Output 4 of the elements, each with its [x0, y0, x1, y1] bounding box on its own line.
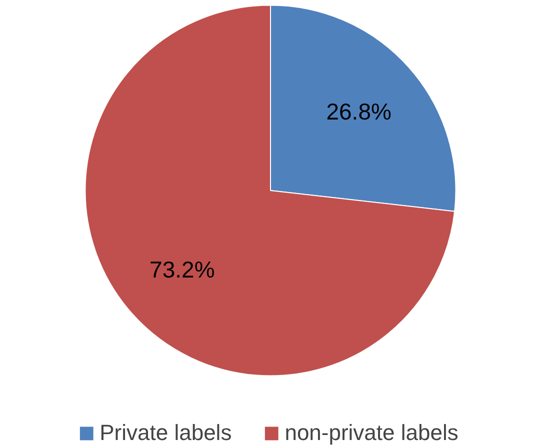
legend-label: non-private labels	[284, 420, 458, 446]
data-label: 73.2%	[150, 256, 215, 282]
legend-label: Private labels	[100, 420, 232, 446]
data-label: 26.8%	[326, 98, 392, 125]
